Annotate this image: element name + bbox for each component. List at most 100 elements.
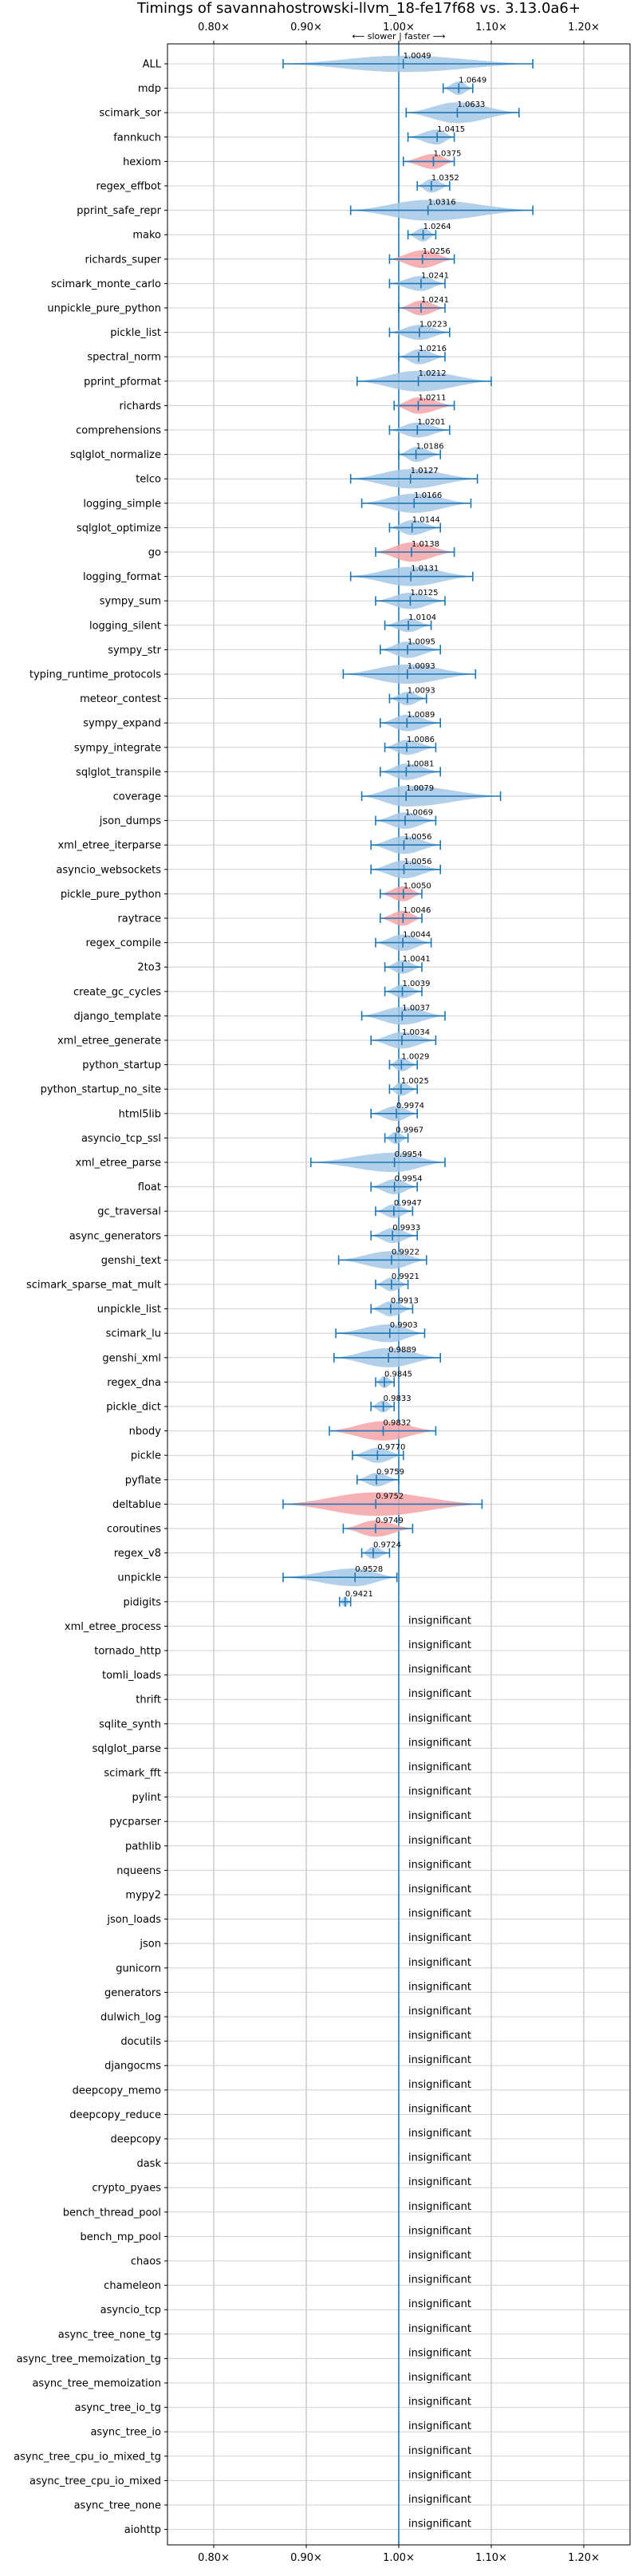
value-label: 1.0212 (419, 369, 447, 378)
value-label: 0.9967 (396, 1126, 423, 1134)
category-label: pidigits (124, 1596, 162, 1608)
value-label: 1.0039 (403, 980, 431, 988)
value-label: 1.0211 (418, 393, 446, 402)
category-label: raytrace (117, 913, 161, 925)
category-label: spectral_norm (87, 352, 161, 364)
value-label: 0.9759 (376, 1468, 404, 1477)
category-label: sqlglot_parse (93, 1743, 161, 1755)
category-label: pylint (132, 1792, 161, 1804)
x-tick-label-top: 1.20× (568, 22, 600, 34)
insignificant-label: insignificant (408, 2225, 471, 2237)
value-label: 0.9832 (384, 1419, 412, 1428)
category-label: pathlib (125, 1840, 161, 1852)
category-label: xml_etree_parse (76, 1158, 161, 1170)
category-label: sympy_str (108, 645, 161, 657)
category-label: nqueens (116, 1865, 161, 1877)
value-label: 1.0144 (412, 515, 440, 524)
value-label: 1.0316 (428, 199, 456, 207)
category-label: gunicorn (116, 1963, 161, 1974)
category-label: sqlite_synth (99, 1718, 161, 1730)
value-label: 0.9833 (384, 1395, 412, 1403)
category-label: asyncio_tcp_ssl (81, 1133, 161, 1145)
category-label: genshi_xml (102, 1352, 161, 1364)
category-label: float (138, 1181, 161, 1193)
value-label: 0.9954 (395, 1175, 423, 1184)
category-label: docutils (120, 2036, 161, 2048)
value-label: 1.0056 (404, 858, 431, 866)
value-label: 0.9528 (355, 1565, 383, 1574)
value-label: 1.0415 (437, 125, 465, 134)
value-label: 1.0131 (411, 565, 439, 574)
category-label: pickle_pure_python (61, 889, 161, 901)
category-label: sqlglot_transpile (76, 767, 161, 779)
x-tick-label-top: 0.80× (198, 22, 230, 34)
value-label: 1.0241 (421, 296, 449, 305)
value-label: 1.0241 (421, 271, 449, 280)
insignificant-label: insignificant (408, 1639, 471, 1651)
category-label: pickle (131, 1450, 161, 1462)
value-label: 1.0044 (403, 931, 431, 940)
category-label: regex_effbot (96, 181, 161, 193)
x-tick-label-bottom: 0.90× (290, 2552, 322, 2564)
value-label: 0.9913 (391, 1297, 419, 1306)
value-label: 1.0086 (407, 736, 435, 744)
category-label: async_tree_none_tg (58, 2329, 161, 2341)
value-label: 1.0223 (419, 321, 447, 329)
value-label: 1.0127 (411, 467, 439, 475)
category-label: async_tree_io (90, 2427, 161, 2439)
category-label: dask (136, 2158, 161, 2170)
category-label: scimark_fft (104, 1768, 161, 1780)
x-tick-label-bottom: 0.80× (198, 2552, 230, 2564)
category-label: html5lib (119, 1108, 161, 1120)
insignificant-label: insignificant (408, 2128, 471, 2140)
category-label: deepcopy (110, 2134, 161, 2146)
category-label: regex_compile (85, 937, 161, 949)
value-label: 0.9845 (384, 1370, 412, 1379)
category-label: python_startup_no_site (41, 1084, 161, 1096)
insignificant-label: insignificant (408, 2420, 471, 2432)
value-label: 1.0093 (408, 662, 435, 671)
category-label: fannkuch (113, 132, 161, 144)
insignificant-label: insignificant (408, 2347, 471, 2359)
category-label: bench_mp_pool (80, 2231, 161, 2243)
value-label: 0.9770 (377, 1443, 405, 1452)
x-tick-label-bottom: 1.20× (568, 2552, 600, 2564)
value-label: 1.0079 (406, 784, 434, 793)
chart-title: Timings of savannahostrowski-llvm_18-fe1… (136, 0, 581, 17)
category-label: richards (120, 400, 162, 412)
value-label: 0.9889 (388, 1346, 416, 1355)
category-label: json (139, 1939, 161, 1951)
value-label: 1.0166 (414, 491, 442, 500)
category-label: async_tree_io_tg (75, 2402, 161, 2414)
category-label: tomli_loads (102, 1670, 161, 1682)
direction-note: ⟵ slower | faster ⟶ (352, 31, 446, 41)
category-label: sqlglot_optimize (77, 523, 161, 535)
category-label: async_tree_memoization (32, 2378, 161, 2390)
value-label: 1.0125 (411, 589, 439, 598)
value-label: 1.0089 (407, 711, 435, 720)
category-label: coroutines (107, 1524, 161, 1536)
category-label: crypto_pyaes (92, 2183, 161, 2195)
category-label: chaos (131, 2256, 161, 2268)
value-label: 1.0037 (402, 1004, 430, 1012)
insignificant-label: insignificant (408, 1615, 471, 1627)
category-label: nbody (129, 1426, 162, 1438)
value-label: 1.0029 (401, 1053, 429, 1062)
category-label: 2to3 (137, 962, 161, 974)
category-label: mypy2 (125, 1890, 161, 1902)
value-label: 1.0081 (406, 759, 434, 768)
insignificant-label: insignificant (408, 2201, 471, 2213)
category-label: thrift (136, 1694, 161, 1706)
category-label: async_tree_none (74, 2500, 161, 2512)
category-label: deepcopy_memo (73, 2085, 161, 2097)
value-label: 1.0201 (417, 418, 445, 427)
insignificant-label: insignificant (408, 1908, 471, 1920)
insignificant-label: insignificant (408, 1932, 471, 1944)
insignificant-label: insignificant (408, 1737, 471, 1749)
category-label: chameleon (104, 2280, 161, 2292)
insignificant-label: insignificant (408, 2152, 471, 2164)
category-label: regex_v8 (114, 1548, 161, 1560)
category-label: genshi_text (101, 1255, 161, 1267)
value-label: 1.0050 (404, 882, 431, 890)
category-label: scimark_lu (106, 1328, 161, 1340)
